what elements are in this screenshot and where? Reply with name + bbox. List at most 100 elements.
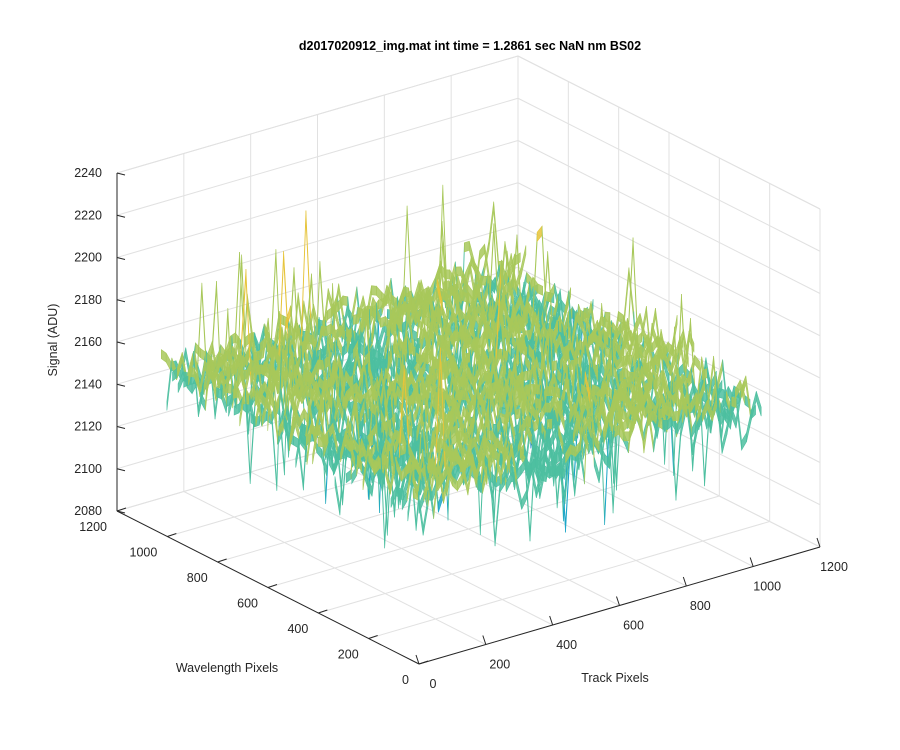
surface-patch xyxy=(662,420,668,430)
surface-patch xyxy=(378,297,384,310)
x-tick xyxy=(482,635,487,645)
surface-patch xyxy=(479,243,485,261)
surface-patch xyxy=(537,283,543,296)
surface-patch xyxy=(694,354,700,372)
surface-patch xyxy=(455,266,462,277)
x-tick xyxy=(549,615,554,626)
surface-patch xyxy=(183,375,189,388)
grid-line-z-right-wall xyxy=(517,97,821,252)
y-axis-label: Wavelength Pixels xyxy=(176,661,278,675)
surface-patch xyxy=(520,245,527,277)
z-tick xyxy=(116,172,126,176)
surface-patch xyxy=(371,285,377,296)
surface-patch xyxy=(189,366,195,378)
surface-patch xyxy=(464,240,470,253)
surface-patch xyxy=(341,342,348,358)
z-tick-label: 2160 xyxy=(74,335,102,349)
z-tick-label: 2240 xyxy=(74,166,102,180)
y-tick xyxy=(368,635,378,639)
y-tick xyxy=(318,609,328,614)
surface-patch xyxy=(395,486,402,499)
x-tick xyxy=(816,537,821,548)
surface-patch xyxy=(731,396,738,409)
surface-patch xyxy=(250,412,257,427)
z-axis-label: Signal (ADU) xyxy=(46,304,60,377)
z-tick xyxy=(116,468,126,472)
surface-patch xyxy=(487,430,493,441)
surface-patch xyxy=(233,403,240,416)
z-tick-label: 2080 xyxy=(74,504,102,518)
grid-line-z-left-wall xyxy=(116,55,519,174)
tick-labels: 0 200 400 600 800 1000 1200 0 200 400 600 800 1000 12… xyxy=(74,166,848,691)
x-tick-label: 800 xyxy=(690,599,711,613)
surface-patch xyxy=(353,313,359,325)
grid-line-z-right-wall xyxy=(517,55,821,210)
surface-patch xyxy=(345,469,352,484)
x-axis-label: Track Pixels xyxy=(581,671,649,685)
y-tick-label: 800 xyxy=(187,571,208,585)
y-tick xyxy=(116,507,127,512)
y-tick-label: 1200 xyxy=(79,520,107,534)
grid-line-z-right-wall xyxy=(517,224,821,379)
grid-line-z-right-wall xyxy=(517,182,821,337)
surface-patch xyxy=(305,371,311,383)
x-tick-label: 600 xyxy=(623,619,644,633)
grid-line-z-left-wall xyxy=(116,97,519,216)
surface-patch xyxy=(718,387,725,400)
surface-patch xyxy=(334,476,341,516)
surface-patch xyxy=(624,431,630,442)
surface-patch xyxy=(515,407,522,420)
z-tick xyxy=(116,257,126,260)
z-tick-label: 2100 xyxy=(74,462,102,476)
surface-patch xyxy=(320,325,327,337)
surface-patch xyxy=(380,316,386,328)
z-tick-label: 2200 xyxy=(74,251,102,265)
surface-patch xyxy=(381,421,387,433)
y-tick-label: 0 xyxy=(402,673,409,687)
surface-patch xyxy=(675,427,682,501)
grid-line-z-left-wall xyxy=(116,224,519,343)
x-tick-label: 400 xyxy=(556,638,577,652)
surface-patch xyxy=(547,418,553,430)
surface-patch xyxy=(623,267,630,327)
surface-patch xyxy=(403,286,409,298)
chart-title: d2017020912_img.mat int time = 1.2861 se… xyxy=(299,39,641,53)
y-tick-label: 1000 xyxy=(130,546,158,560)
surface-patch xyxy=(540,470,547,483)
surface-patch xyxy=(545,386,552,397)
surface-patch xyxy=(702,368,708,381)
surface-patch xyxy=(672,410,679,422)
tick-marks xyxy=(116,172,821,665)
z-tick xyxy=(116,426,126,429)
surface-patch xyxy=(216,387,222,400)
x-tick-label: 1000 xyxy=(753,580,781,594)
x-tick xyxy=(415,654,420,665)
surface-patch xyxy=(317,359,324,370)
surface-patch xyxy=(516,478,522,510)
x-tick-label: 1200 xyxy=(820,560,848,574)
surface-patch xyxy=(432,358,438,370)
grid-line-y-floor xyxy=(318,495,720,614)
y-tick-label: 600 xyxy=(237,597,258,611)
surface-patch xyxy=(456,390,462,401)
surface-patch xyxy=(422,497,429,536)
x-tick-label: 0 xyxy=(430,677,437,691)
surface-patch xyxy=(261,364,267,377)
grid-line-z-left-wall xyxy=(116,182,519,301)
surface-patch xyxy=(658,407,664,420)
z-tick xyxy=(116,510,126,514)
surface-patch xyxy=(233,387,239,399)
z-tick-label: 2180 xyxy=(74,293,102,307)
surface-patch xyxy=(160,349,167,363)
surface-patch xyxy=(300,210,307,352)
surface-patch xyxy=(226,383,232,394)
y-tick-label: 400 xyxy=(287,622,308,636)
surface-patch xyxy=(593,457,600,484)
surface-mesh xyxy=(160,184,762,549)
grid-line-y-floor xyxy=(368,521,770,639)
y-tick-label: 200 xyxy=(338,648,359,662)
z-tick-label: 2220 xyxy=(74,208,102,222)
z-tick xyxy=(116,299,126,303)
x-tick xyxy=(749,557,754,567)
